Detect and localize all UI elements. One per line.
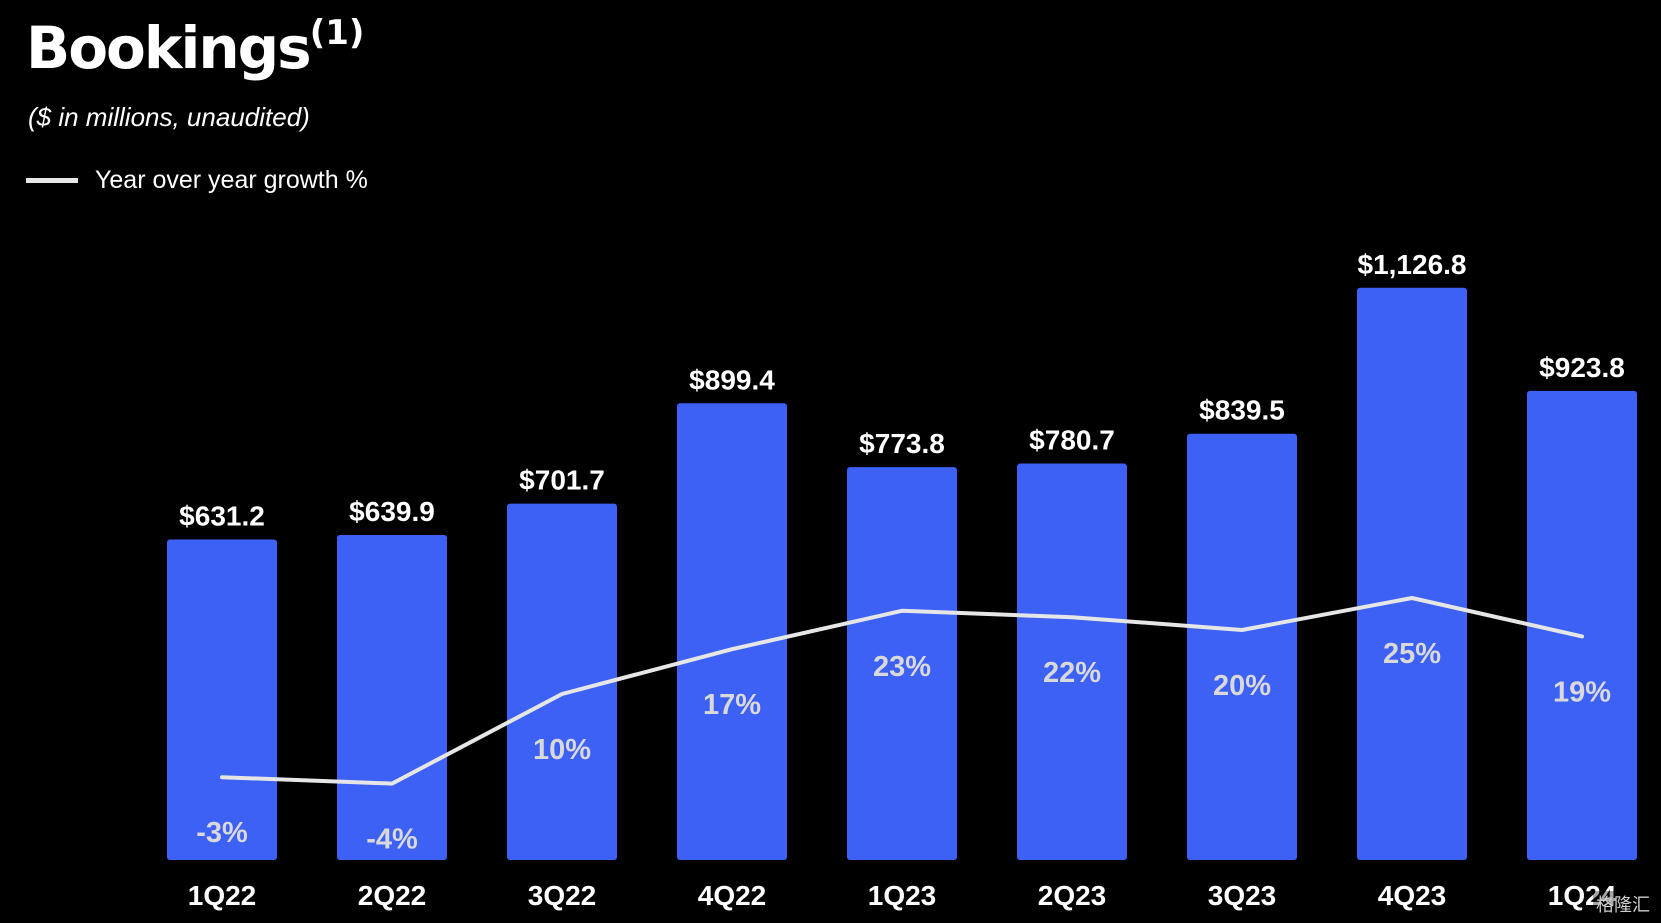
bar-1Q24 [1527, 390, 1637, 860]
bar-4Q22 [677, 403, 787, 860]
growth-value-label: 25% [1383, 638, 1441, 670]
bars-group [167, 287, 1637, 860]
x-tick-label: 2Q22 [358, 880, 427, 911]
labels-group: $631.2 1Q22 -3% $639.9 2Q22 -4% $701.7 3Q22 10% $… [179, 249, 1625, 911]
growth-value-label: 20% [1213, 670, 1271, 702]
watermark: 格隆汇 [1593, 891, 1653, 917]
bar-value-label: $631.2 [179, 500, 265, 531]
x-tick-label: 1Q22 [188, 880, 257, 911]
bar-1Q22 [167, 539, 277, 860]
growth-line [220, 596, 1584, 786]
bar-value-label: $923.8 [1539, 352, 1625, 383]
bar-value-label: $773.8 [859, 428, 945, 459]
bar-3Q22 [507, 503, 617, 860]
growth-value-label: 23% [873, 651, 931, 683]
chart-subtitle: ($ in millions, unaudited) [28, 102, 310, 132]
bar-2Q22 [337, 535, 447, 860]
bar-3Q23 [1187, 433, 1297, 860]
bar-value-label: $701.7 [519, 465, 605, 496]
bar-value-label: $1,126.8 [1358, 249, 1467, 280]
growth-value-label: -3% [196, 817, 248, 849]
chart-title: Bookings(1) [26, 12, 365, 84]
growth-value-label: 19% [1553, 676, 1611, 708]
x-tick-label: 1Q23 [868, 880, 937, 911]
x-tick-label: 4Q22 [698, 880, 767, 911]
growth-line-group [220, 596, 1584, 786]
chart-title-text: Bookings [26, 14, 312, 82]
x-tick-label: 4Q23 [1378, 880, 1447, 911]
growth-value-label: 17% [703, 689, 761, 721]
bar-value-label: $780.7 [1029, 425, 1115, 456]
growth-value-label: 22% [1043, 657, 1101, 689]
bar-2Q23 [1017, 463, 1127, 860]
legend-growth-label: Year over year growth % [95, 166, 368, 194]
bar-value-label: $839.5 [1199, 395, 1285, 426]
x-tick-label: 2Q23 [1038, 880, 1107, 911]
legend: Year over year growth % [26, 166, 368, 195]
legend-line-swatch [26, 178, 78, 183]
growth-value-label: -4% [366, 824, 418, 856]
title-footnote: (1) [309, 12, 365, 53]
x-tick-label: 3Q22 [528, 880, 597, 911]
x-tick-label: 3Q23 [1208, 880, 1277, 911]
growth-value-label: 10% [533, 734, 591, 766]
bar-1Q23 [847, 467, 957, 860]
bar-value-label: $899.4 [689, 364, 775, 395]
bar-value-label: $639.9 [349, 496, 435, 527]
x-tick-label: 1Q24 [1548, 880, 1617, 911]
bar-4Q23 [1357, 287, 1467, 860]
